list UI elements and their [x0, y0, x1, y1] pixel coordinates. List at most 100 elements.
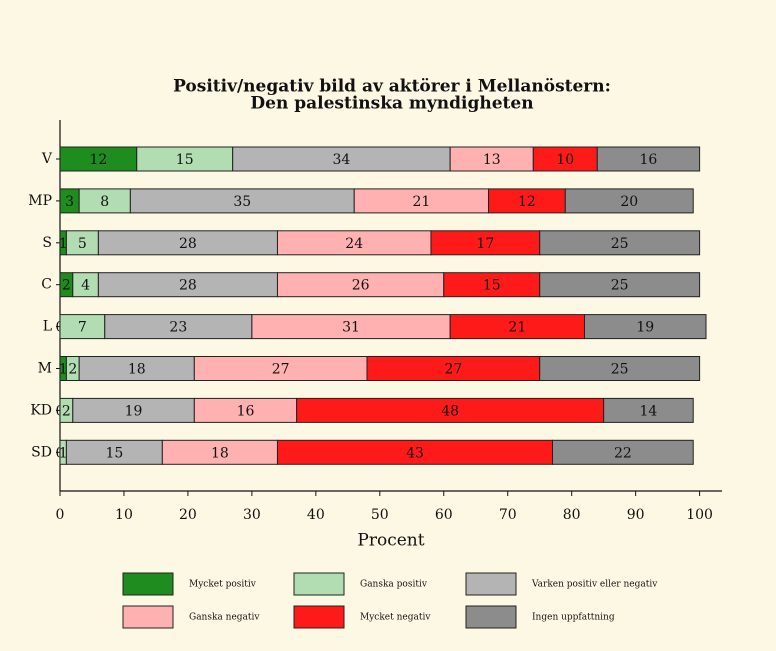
bar-segment — [72, 272, 99, 298]
bar-segment — [564, 188, 694, 214]
y-tick-label: L — [43, 319, 52, 335]
value-label: 21 — [508, 320, 526, 336]
value-label: 15 — [105, 445, 123, 461]
value-label: 21 — [412, 194, 430, 210]
value-label: 8 — [100, 194, 109, 210]
legend-swatch — [465, 572, 517, 596]
bar-segment — [193, 397, 298, 423]
value-label: 23 — [169, 320, 187, 336]
x-tick-label: 90 — [627, 507, 645, 523]
legend-swatch — [293, 605, 345, 629]
value-label: 26 — [352, 278, 370, 294]
value-label: 28 — [179, 236, 197, 252]
value-label: 14 — [640, 403, 658, 419]
bar-segment — [65, 439, 163, 465]
x-axis-label: Procent — [357, 531, 424, 551]
bar-segment — [72, 397, 195, 423]
bar-segment — [276, 439, 554, 465]
value-label: 20 — [620, 194, 638, 210]
value-label: 16 — [237, 403, 255, 419]
y-tick-label: MP — [28, 193, 52, 209]
x-tick-label: 30 — [243, 507, 261, 523]
value-label: 5 — [78, 236, 87, 252]
value-label: 15 — [176, 152, 194, 168]
value-label: 18 — [128, 362, 146, 378]
bar-segment — [97, 230, 278, 256]
bar-segment — [539, 230, 701, 256]
bar-segment — [603, 397, 694, 423]
value-label: 27 — [444, 362, 462, 378]
value-label: 7 — [78, 320, 87, 336]
x-tick-label: 50 — [371, 507, 389, 523]
value-label: 4 — [81, 278, 90, 294]
value-label: 35 — [233, 194, 251, 210]
value-label: 27 — [272, 362, 290, 378]
bar-segment — [353, 188, 490, 214]
bar-segment — [539, 356, 701, 381]
value-label: 48 — [441, 403, 459, 419]
bar-segment — [583, 314, 707, 340]
legend-swatch — [465, 605, 517, 629]
legend-swatch — [122, 605, 174, 629]
value-label: 34 — [333, 152, 351, 168]
value-label: 18 — [211, 445, 229, 461]
bar-segment — [488, 188, 566, 214]
value-label: 25 — [611, 236, 629, 252]
x-tick-label: 10 — [115, 507, 133, 523]
x-tick-label: 0 — [56, 507, 65, 523]
value-label: 43 — [406, 445, 424, 461]
x-tick-label: 70 — [499, 507, 517, 523]
bar-segment — [78, 356, 195, 381]
y-tick-label: M — [38, 361, 52, 377]
value-label: 31 — [342, 320, 360, 336]
bar-segment — [251, 314, 451, 340]
bar-segment — [59, 146, 138, 172]
value-label: 1 — [59, 362, 68, 378]
bar-segment — [449, 314, 585, 340]
x-tick-label: 80 — [563, 507, 581, 523]
y-tick-label: C — [41, 277, 52, 293]
value-label: 12 — [518, 194, 536, 210]
legend-swatch — [293, 572, 345, 596]
y-tick-label: KD — [30, 402, 52, 418]
legend-label: Mycket negativ — [360, 613, 431, 623]
x-tick-label: 20 — [179, 507, 197, 523]
value-label: 28 — [179, 278, 197, 294]
y-tick-label: V — [41, 151, 53, 167]
value-label: 12 — [89, 152, 107, 168]
bar-segment — [539, 272, 701, 298]
legend-label: Ingen uppfattning — [532, 613, 615, 623]
bar-segment — [97, 272, 278, 298]
value-label: 1 — [59, 445, 68, 461]
legend-label: Varken positiv eller negativ — [531, 580, 658, 590]
chart-title: Positiv/negativ bild av aktörer i Mellan… — [173, 77, 611, 97]
value-label: 16 — [640, 152, 658, 168]
bar-segment — [366, 356, 541, 381]
value-label: 15 — [483, 278, 501, 294]
value-label: 19 — [125, 403, 143, 419]
y-tick-label: SD — [31, 444, 52, 460]
bar-segment — [449, 146, 534, 172]
bar-segment — [596, 146, 701, 172]
legend-label: Mycket positiv — [189, 580, 257, 590]
value-label: 19 — [636, 320, 654, 336]
legend-label: Ganska negativ — [189, 613, 260, 623]
bar-segment — [430, 230, 541, 256]
legend-swatch — [122, 572, 174, 596]
bar-segment — [552, 439, 694, 465]
bar-segment — [232, 146, 451, 172]
value-label: 25 — [611, 278, 629, 294]
value-label: 22 — [614, 445, 632, 461]
bar-segment — [443, 272, 541, 298]
value-label: 17 — [476, 236, 494, 252]
value-label: 25 — [611, 362, 629, 378]
x-tick-label: 40 — [307, 507, 325, 523]
value-label: 2 — [68, 362, 77, 378]
bar-segment — [136, 146, 234, 172]
value-label: 1 — [59, 236, 68, 252]
x-tick-label: 60 — [435, 507, 453, 523]
value-label: 3 — [65, 194, 74, 210]
value-label: 24 — [345, 236, 363, 252]
value-label: 2 — [62, 403, 71, 419]
